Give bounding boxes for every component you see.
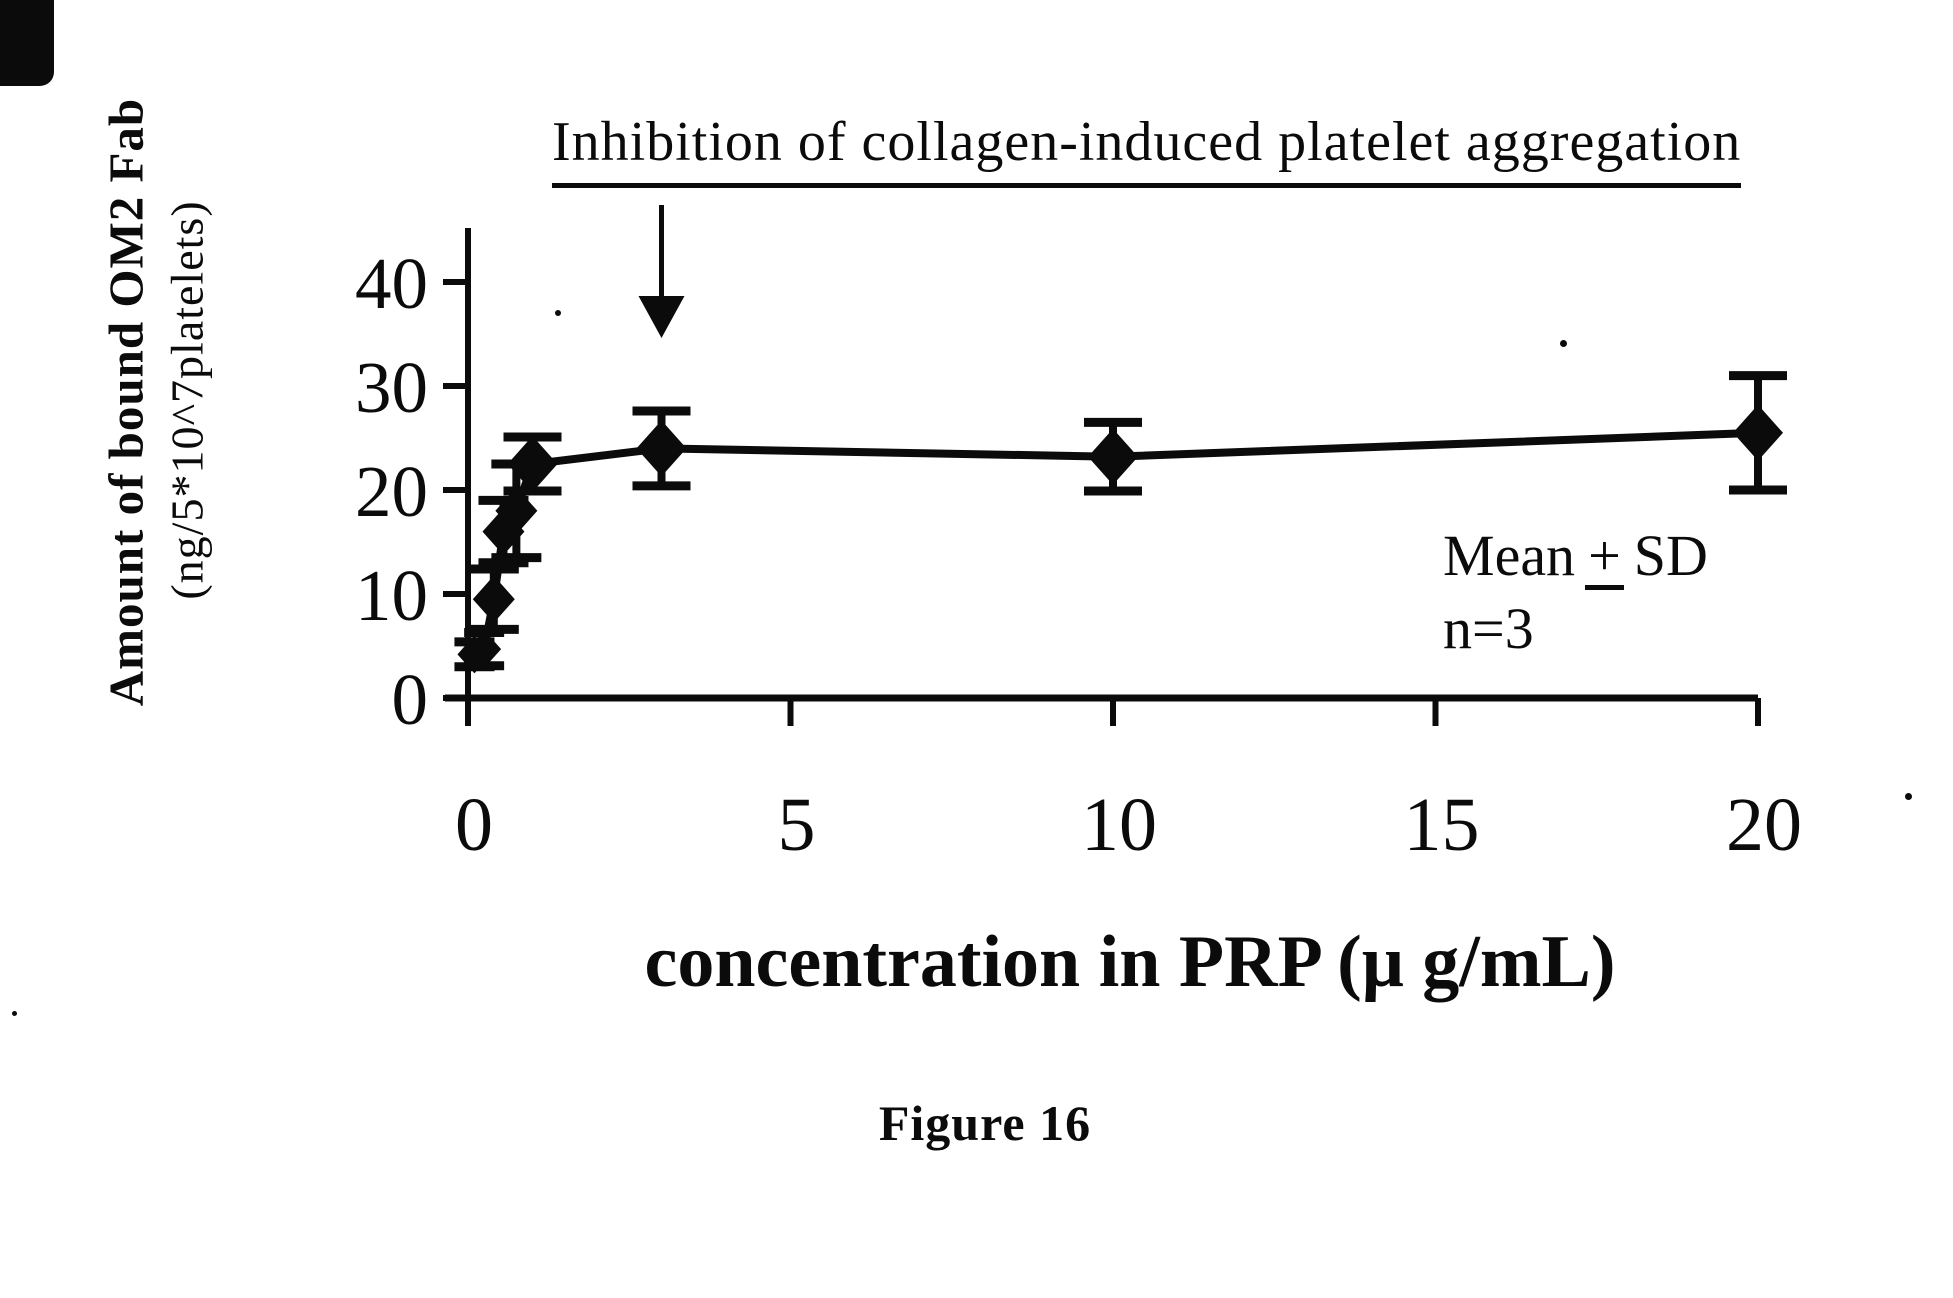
data-point-diamond — [472, 575, 515, 623]
data-point-diamond — [507, 436, 558, 492]
scan-speck — [1905, 793, 1912, 800]
stats-note-line1: Mean + SD — [1443, 523, 1708, 590]
x-tick-label: 10 — [1081, 783, 1157, 867]
y-tick-label: 40 — [355, 243, 428, 324]
scan-speck — [555, 310, 561, 316]
y-tick-label: 10 — [355, 555, 428, 636]
data-point-diamond — [636, 420, 687, 477]
annotation-title: Inhibition of collagen-induced platelet … — [552, 110, 1742, 188]
y-tick-label: 0 — [392, 659, 429, 740]
data-point-diamond — [495, 487, 538, 535]
plus-minus-sign: + — [1585, 527, 1624, 590]
stats-note-line2: n=3 — [1443, 595, 1534, 661]
data-point-diamond — [1733, 404, 1783, 461]
stats-note: Mean + SD n=3 — [1443, 520, 1708, 665]
figure-caption: Figure 16 — [878, 1095, 1092, 1151]
x-tick-label: 15 — [1404, 783, 1480, 867]
x-tick-label: 5 — [778, 783, 816, 867]
x-axis-title: concentration in PRP (μ g/mL) — [644, 921, 1616, 1003]
data-point-diamond — [1088, 428, 1138, 485]
scan-corner-artifact — [0, 0, 54, 86]
annotation-arrow-head — [638, 296, 685, 338]
data-point-diamond — [467, 630, 502, 669]
scan-speck — [1560, 340, 1567, 347]
x-tick-label: 20 — [1726, 783, 1802, 867]
x-tick-label: 0 — [455, 783, 493, 867]
y-tick-label: 30 — [355, 347, 428, 428]
scan-speck — [12, 1011, 17, 1016]
y-tick-label: 20 — [355, 451, 428, 532]
